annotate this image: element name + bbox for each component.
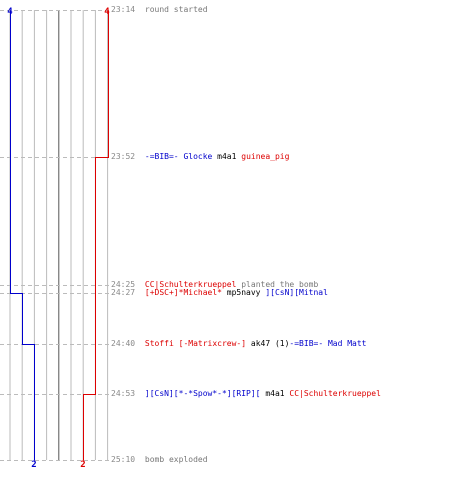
event-time: 23:52 [111, 152, 140, 161]
event-time: 24:25 [111, 280, 140, 289]
event-time: 25:10 [111, 455, 140, 464]
event-row: 24:53 ][CsN][*-*Spow*-*][RIP][ m4a1 CC|S… [111, 389, 381, 399]
event-text-part: CC|Schulterkrueppel [144, 280, 237, 289]
event-text-part: Stoffi [-Matrixcrew-] [144, 339, 247, 348]
event-text-part: CC|Schulterkrueppel [289, 389, 381, 398]
event-row: 24:40 Stoffi [-Matrixcrew-] ak47 (1)-=BI… [111, 339, 366, 349]
event-text-part: -=BIB=- Glocke [144, 152, 213, 161]
red-bottom-count: 2 [80, 460, 85, 470]
event-dashed-lines [0, 10, 110, 461]
event-text-part: guinea_pig [241, 152, 290, 161]
blue-team-step-path [10, 10, 35, 461]
blue-bottom-count: 2 [31, 460, 36, 470]
red-team-step-path [83, 10, 109, 461]
event-text-part: [+DSC+]*Michael* [144, 288, 222, 297]
event-time: 23:14 [111, 5, 140, 14]
event-time: 24:53 [111, 389, 140, 398]
blue-top-count: 4 [7, 7, 13, 17]
event-row: 23:52 -=BIB=- Glocke m4a1 guinea_pig [111, 152, 289, 162]
event-time: 24:40 [111, 339, 140, 348]
event-text-part: mp5navy [221, 288, 266, 297]
event-row: 23:14 round started [111, 5, 208, 15]
event-text-part: ak47 (1) [246, 339, 290, 348]
red-team-step-line [83, 10, 109, 461]
event-text-part: m4a1 [260, 389, 290, 398]
event-time: 24:27 [111, 288, 140, 297]
blue-team-step-line [10, 10, 35, 461]
event-text-part: ][CsN][*-*Spow*-*][RIP][ [144, 389, 261, 398]
event-text-part: planted the bomb [236, 280, 319, 289]
event-row: 25:10 bomb exploded [111, 455, 208, 465]
event-text-part: m4a1 [212, 152, 242, 161]
event-text-part: -=BIB=- Mad Matt [289, 339, 367, 348]
event-text-part: bomb exploded [144, 455, 208, 464]
lane-gridlines [9, 10, 109, 460]
red-top-count: 4 [104, 7, 110, 17]
event-text-part: round started [144, 5, 208, 14]
event-row: 24:27 [+DSC+]*Michael* mp5navy ][CsN][Mi… [111, 288, 328, 298]
event-text-part: ][CsN][Mitnal [265, 288, 328, 297]
event-row: 24:25 CC|Schulterkrueppel planted the bo… [111, 280, 318, 290]
